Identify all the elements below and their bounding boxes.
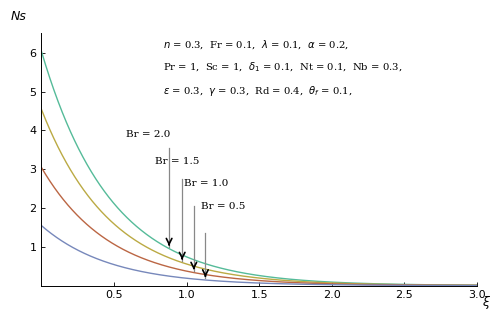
Text: Br = 1.5: Br = 1.5: [154, 158, 199, 167]
Text: Br = 1.0: Br = 1.0: [184, 179, 228, 188]
Text: Br = 2.0: Br = 2.0: [126, 130, 170, 139]
Text: $n$ = 0.3,  Fr = 0.1,  $\lambda$ = 0.1,  $\alpha$ = 0.2,
Pr = 1,  Sc = 1,  $\del: $n$ = 0.3, Fr = 0.1, $\lambda$ = 0.1, $\…: [164, 38, 402, 99]
X-axis label: ξ: ξ: [482, 296, 489, 309]
Text: Br = 0.5: Br = 0.5: [201, 202, 246, 211]
Text: Ns: Ns: [11, 10, 26, 23]
